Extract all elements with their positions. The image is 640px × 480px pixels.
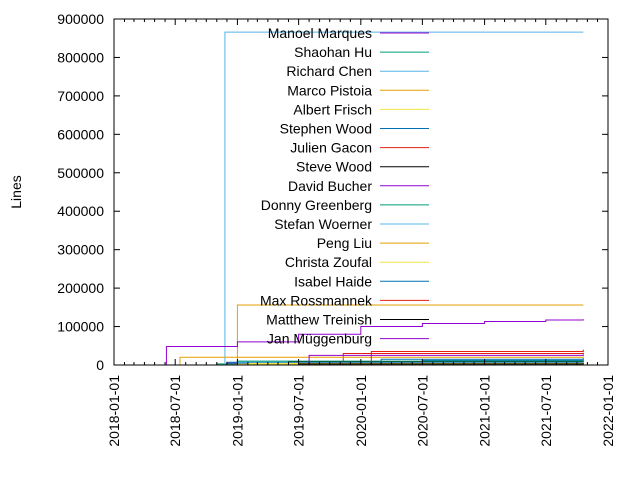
- x-tick-label: 2021-01-01: [477, 375, 493, 447]
- legend-label: Stefan Woerner: [274, 216, 372, 232]
- y-tick-label: 900000: [57, 11, 104, 27]
- y-axis-title: Lines: [8, 175, 24, 208]
- x-tick-label: 2019-07-01: [291, 375, 307, 447]
- series-line-9: [165, 319, 584, 366]
- legend-label: Jan Müggenburg: [267, 331, 372, 347]
- y-tick-label: 300000: [57, 242, 104, 258]
- legend-label: Marco Pistoia: [287, 82, 372, 98]
- x-tick-label: 2020-07-01: [414, 375, 430, 447]
- x-tick-label: 2020-01-01: [353, 375, 369, 447]
- x-tick-label: 2022-01-01: [600, 375, 616, 447]
- x-tick-label: 2018-01-01: [106, 375, 122, 447]
- legend-label: Christa Zoufal: [285, 254, 372, 270]
- y-tick-label: 0: [96, 357, 104, 373]
- legend-label: Isabel Haide: [294, 273, 372, 289]
- legend-label: Steve Wood: [296, 159, 372, 175]
- x-tick-label: 2018-07-01: [167, 375, 183, 447]
- legend-label: Stephen Wood: [280, 121, 372, 137]
- y-tick-label: 400000: [57, 203, 104, 219]
- legend-label: Peng Liu: [317, 235, 372, 251]
- y-tick-label: 200000: [57, 280, 104, 296]
- y-tick-label: 800000: [57, 49, 104, 65]
- legend-label: Max Rossmannek: [260, 292, 373, 308]
- y-tick-label: 700000: [57, 88, 104, 104]
- y-tick-label: 100000: [57, 319, 104, 335]
- legend-label: Donny Greenberg: [261, 197, 372, 213]
- legend-label: Shaohan Hu: [294, 44, 372, 60]
- legend-label: David Bucher: [288, 178, 372, 194]
- axis-ticks: 0 100000 200000 300000 400000 500000 600000 700…: [57, 11, 616, 447]
- legend-label: Matthew Treinish: [266, 312, 372, 328]
- x-tick-label: 2021-07-01: [538, 375, 554, 447]
- legend-label: Manoel Marques: [268, 25, 372, 41]
- legend-label: Julien Gacon: [290, 140, 372, 156]
- x-tick-label: 2019-01-01: [229, 375, 245, 447]
- y-tick-label: 500000: [57, 165, 104, 181]
- legend-label: Richard Chen: [286, 63, 372, 79]
- y-tick-label: 600000: [57, 126, 104, 142]
- legend-label: Albert Frisch: [293, 101, 372, 117]
- legend: Manoel Marques Shaohan Hu Richard Chen Marc…: [260, 25, 429, 347]
